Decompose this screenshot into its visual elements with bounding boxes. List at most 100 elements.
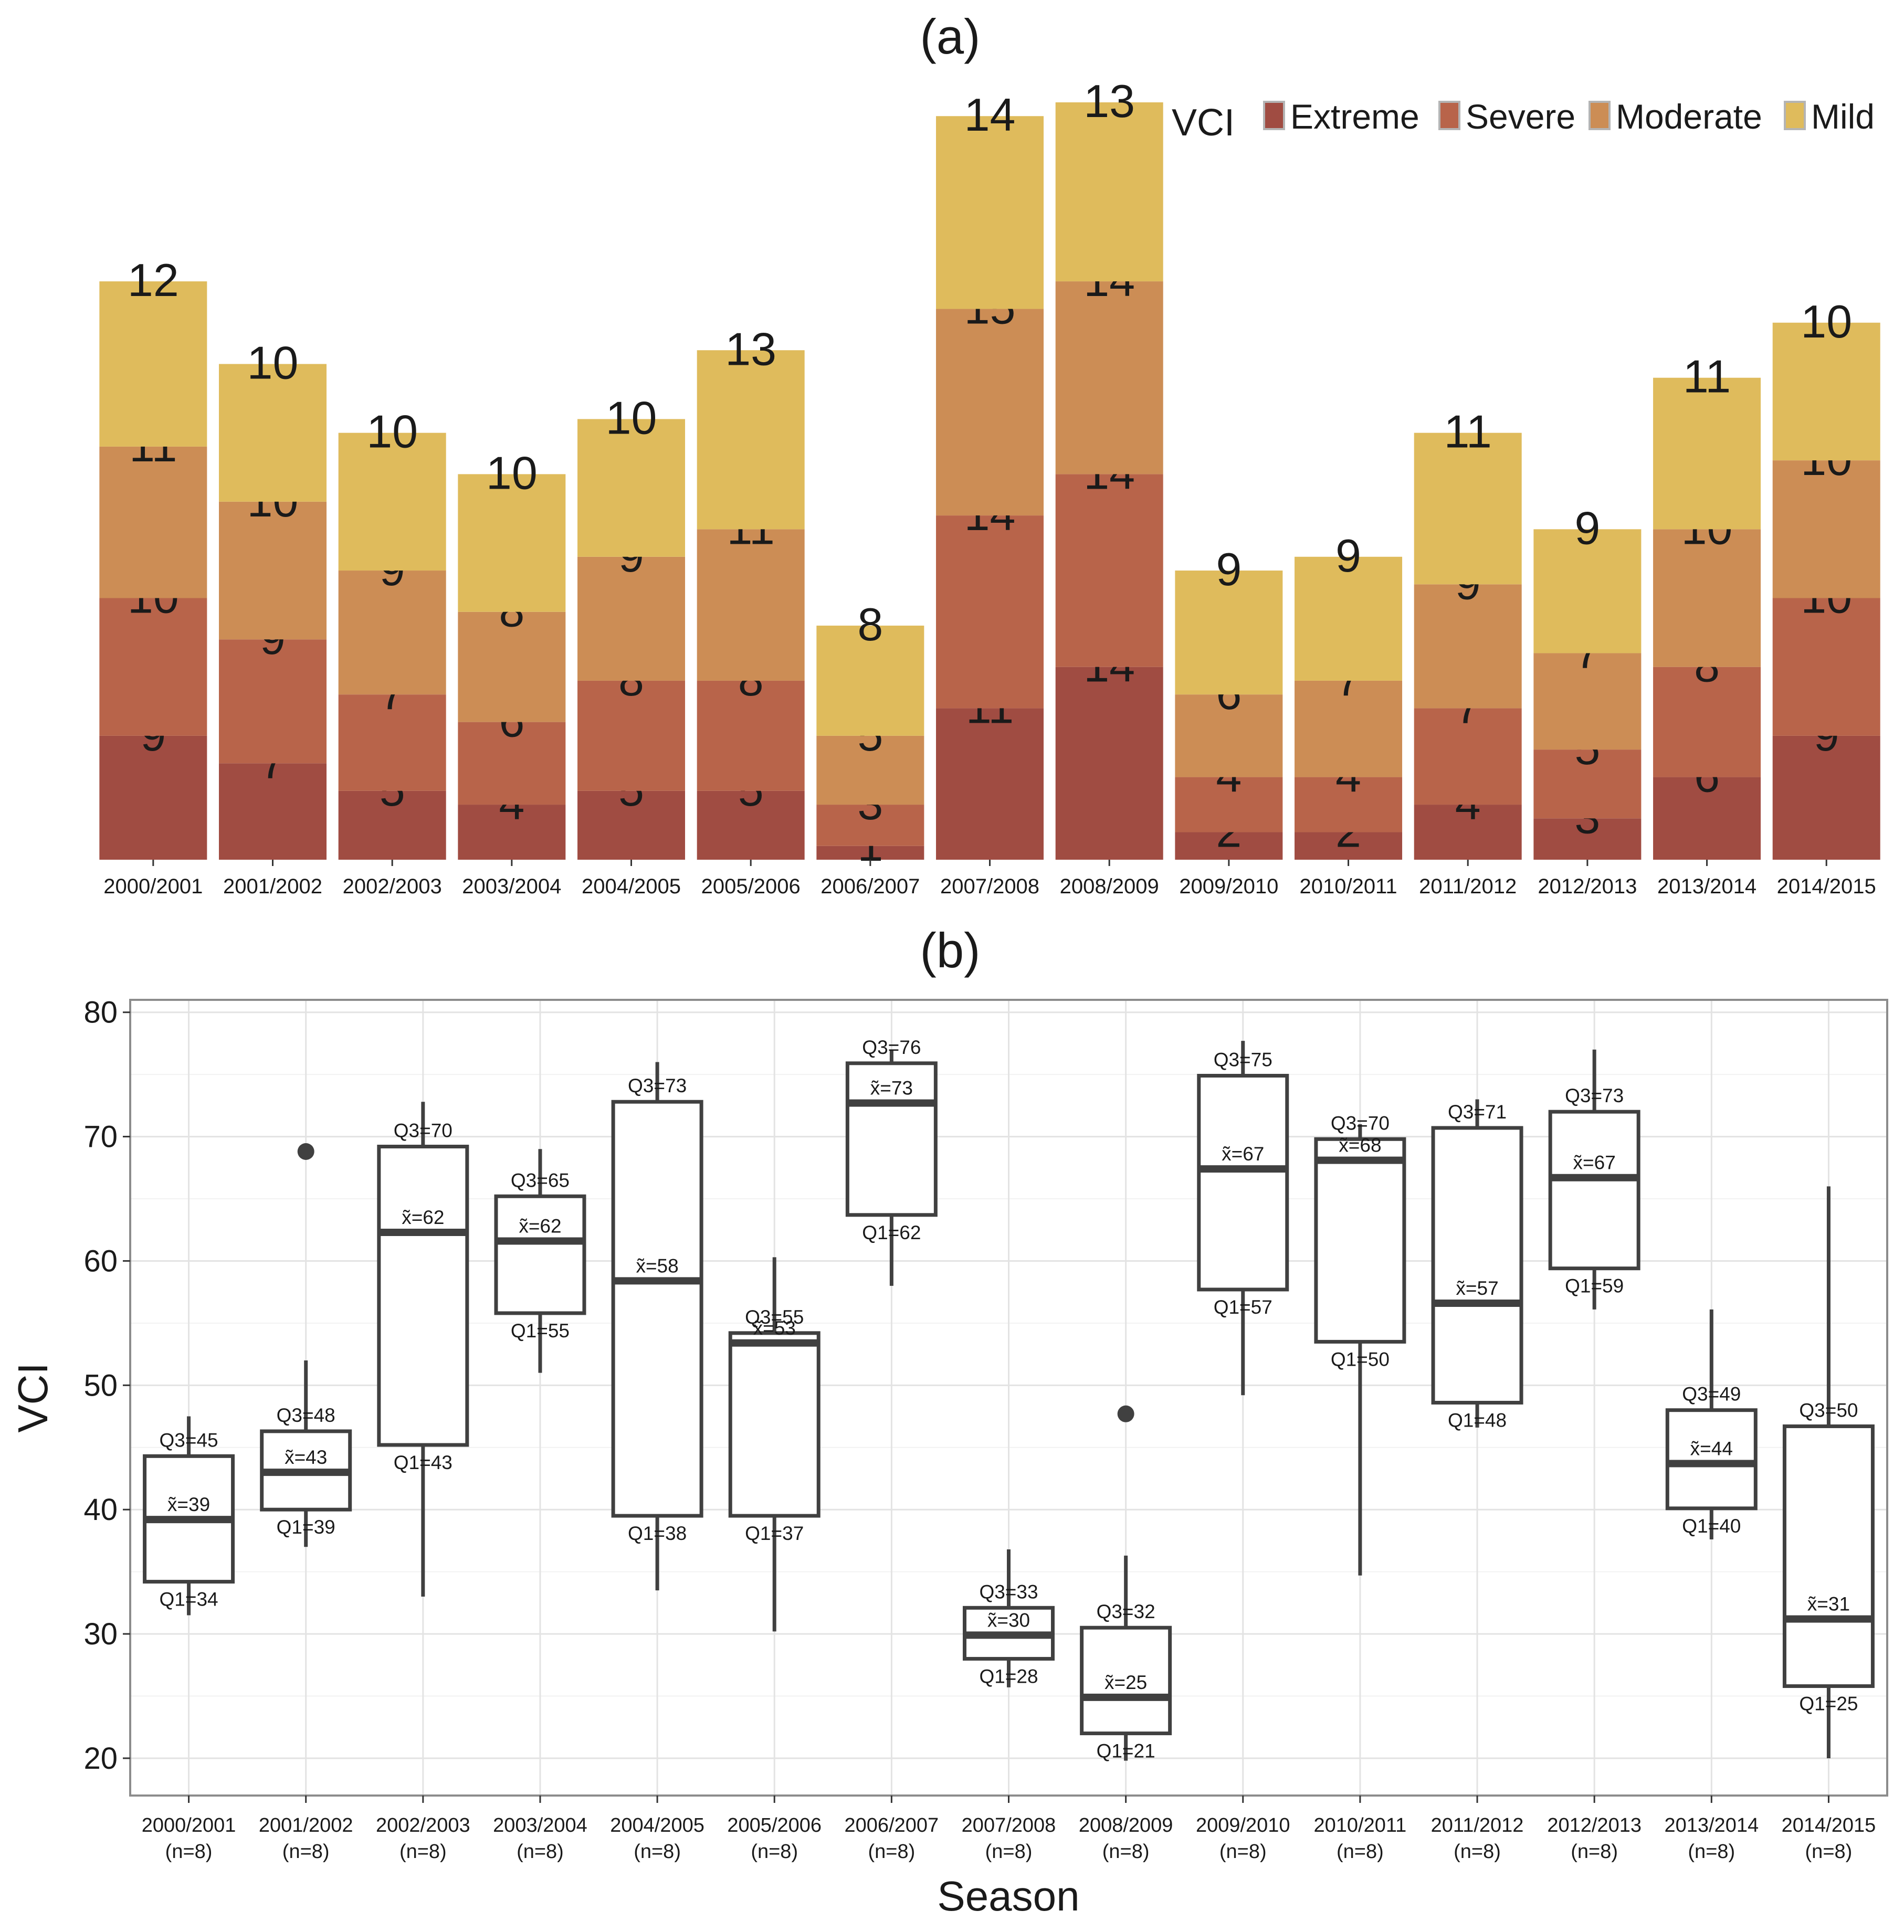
- box-2002-2003: Q3=70 x̃=62 Q1=43: [377, 1102, 469, 1597]
- bar-2004-2005-moderate: [577, 556, 686, 681]
- outlier-2008-2009-0: [1117, 1405, 1134, 1422]
- panel-a-bars: 9101112791010579104681058910581113135811…: [99, 75, 1880, 871]
- y-tick-label-30: 30: [83, 1617, 118, 1651]
- q3-label-2002-2003: Q3=70: [394, 1120, 453, 1142]
- bar-2009-2010-mild: [1175, 571, 1283, 695]
- bar-2009-2010-severe: [1175, 777, 1283, 832]
- x-tick-label-2006-2007: 2006/2007: [845, 1814, 939, 1836]
- legend-label-severe: Severe: [1466, 97, 1575, 136]
- median-label-2010-2011: x̃=68: [1339, 1135, 1381, 1156]
- x-tick-label-2008-2009: 2008/2009: [1060, 875, 1159, 898]
- bar-2005-2006-mild: [697, 350, 805, 530]
- bar-2005-2006-extreme: [697, 790, 805, 860]
- bar-2005-2006-moderate: [697, 529, 805, 681]
- n-label-2009-2010: (n=8): [1219, 1841, 1267, 1863]
- x-tick-label-2013-2014: 2013/2014: [1657, 875, 1756, 898]
- bar-2013-2014-mild: [1653, 377, 1761, 530]
- bar-label-2002-2003-mild: 10: [366, 406, 418, 458]
- bar-2008-2009-moderate: [1055, 281, 1163, 474]
- bar-2001-2002-extreme: [219, 763, 327, 860]
- bar-label-2010-2011-mild: 9: [1335, 530, 1361, 582]
- bar-label-2012-2013-mild: 9: [1574, 502, 1600, 554]
- bar-2013-2014-severe: [1653, 667, 1761, 777]
- box-2014-2015: Q3=50 x̃=31 Q1=25: [1782, 1186, 1875, 1758]
- median-label-2004-2005: x̃=58: [636, 1255, 678, 1276]
- median-label-2009-2010: x̃=67: [1222, 1143, 1264, 1165]
- bar-label-2006-2007-mild: 8: [857, 598, 883, 650]
- n-label-2011-2012: (n=8): [1454, 1841, 1501, 1863]
- q1-label-2012-2013: Q1=59: [1565, 1275, 1624, 1297]
- bar-2002-2003-extreme: [338, 790, 446, 860]
- median-label-2001-2002: x̃=43: [285, 1447, 327, 1468]
- n-label-2006-2007: (n=8): [868, 1841, 915, 1863]
- bar-2006-2007-mild: [816, 625, 924, 736]
- bar-label-2005-2006-mild: 13: [725, 323, 776, 375]
- bar-2013-2014-moderate: [1653, 529, 1761, 667]
- iqr-box-2003-2004: [494, 1194, 586, 1315]
- x-tick-label-2007-2008: 2007/2008: [940, 875, 1039, 898]
- bar-label-2008-2009-mild: 13: [1084, 75, 1135, 127]
- bar-2009-2010-moderate: [1175, 694, 1283, 777]
- median-label-2012-2013: x̃=67: [1573, 1152, 1616, 1174]
- bar-2004-2005-extreme: [577, 790, 686, 860]
- x-tick-label-2009-2010: 2009/2010: [1196, 1814, 1290, 1836]
- x-tick-label-2010-2011: 2010/2011: [1313, 1814, 1406, 1836]
- median-label-2003-2004: x̃=62: [519, 1216, 561, 1237]
- panel-b-boxes: Q3=45 x̃=39 Q1=34 Q3=48 x̃=43 Q1=39 Q3=70 x̃=62…: [143, 1037, 1875, 1762]
- x-tick-label-2009-2010: 2009/2010: [1179, 875, 1278, 898]
- x-tick-label-2003-2004: 2003/2004: [462, 875, 561, 898]
- iqr-box-2004-2005: [611, 1100, 703, 1518]
- legend-key-extreme: [1263, 101, 1285, 130]
- bar-2005-2006-severe: [697, 680, 805, 791]
- x-tick-label-2005-2006: 2005/2006: [701, 875, 801, 898]
- x-axis-label: Season: [937, 1873, 1079, 1919]
- x-tick-label-2000-2001: 2000/2001: [142, 1814, 236, 1836]
- bar-2010-2011-moderate: [1295, 680, 1403, 777]
- q1-label-2000-2001: Q1=34: [160, 1589, 218, 1610]
- bar-2002-2003-severe: [338, 694, 446, 791]
- bar-2004-2005-mild: [577, 419, 686, 557]
- n-label-2001-2002: (n=8): [282, 1841, 330, 1863]
- bar-2011-2012-extreme: [1414, 805, 1522, 860]
- n-label-2000-2001: (n=8): [165, 1841, 213, 1863]
- bar-label-2007-2008-mild: 14: [964, 89, 1016, 141]
- q3-label-2008-2009: Q3=32: [1097, 1601, 1155, 1622]
- bar-2012-2013-mild: [1533, 529, 1642, 653]
- bar-2008-2009-mild: [1055, 102, 1163, 282]
- panel-a-stacked-bar-chart: (a) 910111279101057910468105891058111313…: [99, 9, 1880, 898]
- legend-label-extreme: Extreme: [1290, 97, 1419, 136]
- bar-2006-2007-extreme: [816, 846, 924, 860]
- bar-2001-2002-moderate: [219, 501, 327, 640]
- box-2010-2011: Q3=70x̃=68 Q1=50: [1314, 1112, 1406, 1576]
- bar-2011-2012-mild: [1414, 432, 1522, 585]
- bar-2009-2010-extreme: [1175, 832, 1283, 860]
- bar-2010-2011-severe: [1295, 777, 1403, 832]
- q3-label-2001-2002: Q3=48: [277, 1405, 335, 1426]
- box-2007-2008: Q3=33 x̃=30 Q1=28: [963, 1549, 1055, 1687]
- bar-label-2011-2012-mild: 11: [1444, 406, 1492, 458]
- y-tick-label-40: 40: [83, 1493, 118, 1527]
- q1-label-2009-2010: Q1=57: [1214, 1296, 1272, 1318]
- bar-2001-2002-severe: [219, 639, 327, 764]
- n-label-2008-2009: (n=8): [1102, 1841, 1150, 1863]
- x-tick-label-2000-2001: 2000/2001: [103, 875, 203, 898]
- legend-title: VCI: [1172, 102, 1235, 144]
- q1-label-2014-2015: Q1=25: [1799, 1693, 1858, 1715]
- legend-key-severe: [1438, 101, 1460, 130]
- bar-2002-2003-mild: [338, 432, 446, 571]
- legend-items: Extreme Severe Moderate Mild: [1263, 97, 1875, 136]
- q1-label-2001-2002: Q1=39: [277, 1516, 335, 1538]
- y-tick-label-70: 70: [83, 1120, 118, 1154]
- panel-b-y-axis: 20 30 40 50 60 70 80: [83, 996, 130, 1776]
- iqr-box-2011-2012: [1431, 1126, 1523, 1405]
- panel-b-x-axis: 2000/2001 (n=8) 2001/2002 (n=8) 2002/2003 (n=…: [142, 1796, 1876, 1863]
- bar-label-2013-2014-mild: 11: [1683, 351, 1731, 403]
- iqr-box-2009-2010: [1197, 1073, 1289, 1292]
- iqr-box-2014-2015: [1782, 1424, 1875, 1688]
- x-tick-label-2003-2004: 2003/2004: [493, 1814, 587, 1836]
- x-tick-label-2012-2013: 2012/2013: [1547, 1814, 1642, 1836]
- bar-2006-2007-severe: [816, 805, 924, 846]
- bar-2001-2002-mild: [219, 364, 327, 502]
- bar-2013-2014-extreme: [1653, 777, 1761, 860]
- legend-label-moderate: Moderate: [1616, 97, 1762, 136]
